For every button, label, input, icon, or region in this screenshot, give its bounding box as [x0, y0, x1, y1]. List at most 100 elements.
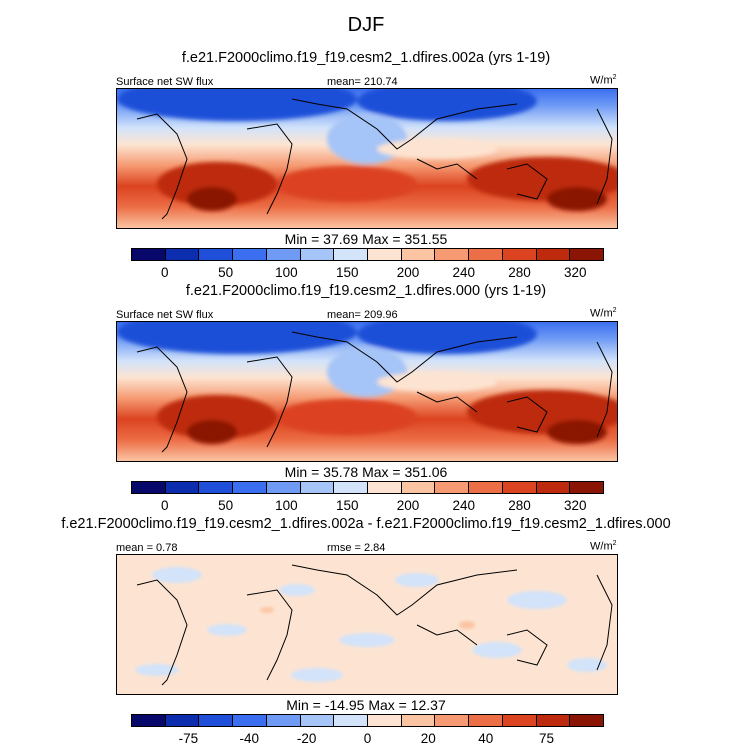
panel-2-colorbar	[131, 481, 604, 494]
colorbar-tick-label: 320	[564, 265, 587, 280]
colorbar-tick-label: 0	[161, 498, 169, 513]
colorbar-swatch	[570, 715, 604, 726]
colorbar-tick-label: 280	[508, 265, 531, 280]
colorbar-swatch	[435, 482, 470, 493]
colorbar-swatch	[469, 482, 503, 493]
colorbar-swatch	[368, 249, 402, 260]
panel-2-colorbar-ticks: 0 50 100 150 200 240 280 320	[131, 498, 604, 516]
colorbar-swatch	[165, 715, 200, 726]
panel-1-units-label: W/m2	[590, 74, 617, 87]
colorbar-swatch	[199, 482, 234, 493]
panel-2-variable-label: Surface net SW flux	[116, 309, 214, 321]
colorbar-tick-label: 100	[275, 265, 298, 280]
colorbar-swatch	[300, 715, 335, 726]
colorbar-swatch	[536, 249, 571, 260]
colorbar-tick-label: 150	[335, 265, 359, 280]
panel-3-minmax: Min = -14.95 Max = 12.37	[286, 697, 446, 713]
colorbar-tick-label: 200	[396, 498, 420, 513]
colorbar-swatch	[233, 715, 267, 726]
colorbar-tick-label: 150	[335, 498, 359, 513]
colorbar-swatch	[266, 482, 301, 493]
colorbar-swatch	[368, 482, 402, 493]
colorbar-swatch	[502, 715, 537, 726]
colorbar-tick-label: 240	[452, 498, 476, 513]
colorbar-swatch	[536, 715, 571, 726]
panel-1-coastlines	[136, 98, 613, 220]
colorbar-swatch	[570, 249, 604, 260]
panel-3-contours	[135, 567, 607, 682]
panel-1-minmax: Min = 37.69 Max = 351.55	[284, 231, 448, 247]
colorbar-swatch	[469, 715, 503, 726]
colorbar-swatch	[401, 249, 436, 260]
panel-3-subtitle: f.e21.F2000climo.f19_f19.cesm2_1.dfires.…	[61, 516, 671, 532]
panel-2-map	[116, 321, 618, 462]
colorbar-swatch	[401, 715, 436, 726]
panel-3-colorbar	[131, 714, 604, 727]
page-title: DJF	[347, 14, 385, 36]
colorbar-swatch	[570, 482, 604, 493]
panel-3-map	[116, 554, 618, 695]
colorbar-swatch	[199, 249, 234, 260]
panel-1-subtitle: f.e21.F2000climo.f19_f19.cesm2_1.dfires.…	[181, 50, 551, 66]
colorbar-tick-label: 200	[396, 265, 420, 280]
panel-1-variable-label: Surface net SW flux	[116, 76, 214, 88]
panel-3-units-label: W/m2	[590, 540, 617, 553]
colorbar-tick-label: 50	[218, 265, 234, 280]
colorbar-swatch	[132, 249, 166, 260]
panel-2-units-label: W/m2	[590, 307, 617, 320]
colorbar-swatch	[233, 482, 267, 493]
colorbar-swatch	[266, 715, 301, 726]
colorbar-swatch	[401, 482, 436, 493]
colorbar-swatch	[536, 482, 571, 493]
panel-1-mean-label: mean= 210.74	[327, 76, 398, 88]
colorbar-tick-label: 0	[363, 731, 372, 746]
panel-3-rmse-label: rmse = 2.84	[327, 542, 386, 554]
panel-2-contours	[117, 322, 617, 444]
colorbar-tick-label: 240	[452, 265, 476, 280]
colorbar-tick-label: 320	[564, 498, 587, 513]
panel-1-field	[117, 89, 617, 228]
colorbar-swatch	[502, 482, 537, 493]
panel-2-mean-label: mean= 209.96	[327, 309, 398, 321]
panel-2-field	[117, 322, 617, 461]
colorbar-swatch	[469, 249, 503, 260]
panel-1-contours	[117, 89, 617, 211]
panel-1-map	[116, 88, 618, 229]
colorbar-swatch	[300, 249, 335, 260]
colorbar-tick-label: -40	[239, 731, 260, 746]
panel-2-minmax: Min = 35.78 Max = 351.06	[284, 464, 448, 480]
colorbar-swatch	[199, 715, 234, 726]
colorbar-tick-label: 75	[539, 731, 555, 746]
colorbar-tick-label: 280	[508, 498, 531, 513]
colorbar-tick-label: 0	[161, 265, 169, 280]
panel-1-colorbar	[131, 248, 604, 261]
colorbar-swatch	[334, 249, 369, 260]
colorbar-swatch	[368, 715, 402, 726]
panel-3-background	[117, 555, 617, 694]
panel-1-colorbar-ticks: 0 50 100 150 200 240 280 320	[131, 265, 604, 283]
colorbar-tick-label: 50	[218, 498, 234, 513]
panel-2-coastlines	[136, 331, 613, 453]
panel-3-positive-patches	[260, 607, 475, 629]
colorbar-swatch	[165, 249, 200, 260]
colorbar-swatch	[132, 482, 166, 493]
colorbar-swatch	[435, 715, 470, 726]
colorbar-tick-label: 100	[275, 498, 298, 513]
colorbar-tick-label: 40	[478, 731, 494, 746]
colorbar-swatch	[435, 249, 470, 260]
panel-3-colorbar-ticks: -75 -40 -20 0 20 40 75	[131, 731, 604, 749]
colorbar-swatch	[266, 249, 301, 260]
colorbar-tick-label: 20	[420, 731, 436, 746]
panel-3-coastlines	[136, 564, 613, 686]
panel-3-mean-label: mean = 0.78	[116, 542, 178, 554]
colorbar-swatch	[334, 482, 369, 493]
colorbar-swatch	[502, 249, 537, 260]
panel-3-field	[117, 555, 617, 694]
colorbar-tick-label: -75	[178, 731, 199, 746]
colorbar-swatch	[165, 482, 200, 493]
colorbar-swatch	[300, 482, 335, 493]
panel-2-subtitle: f.e21.F2000climo.f19_f19.cesm2_1.dfires.…	[185, 283, 547, 299]
colorbar-tick-label: -20	[296, 731, 317, 746]
colorbar-swatch	[132, 715, 166, 726]
colorbar-swatch	[233, 249, 267, 260]
